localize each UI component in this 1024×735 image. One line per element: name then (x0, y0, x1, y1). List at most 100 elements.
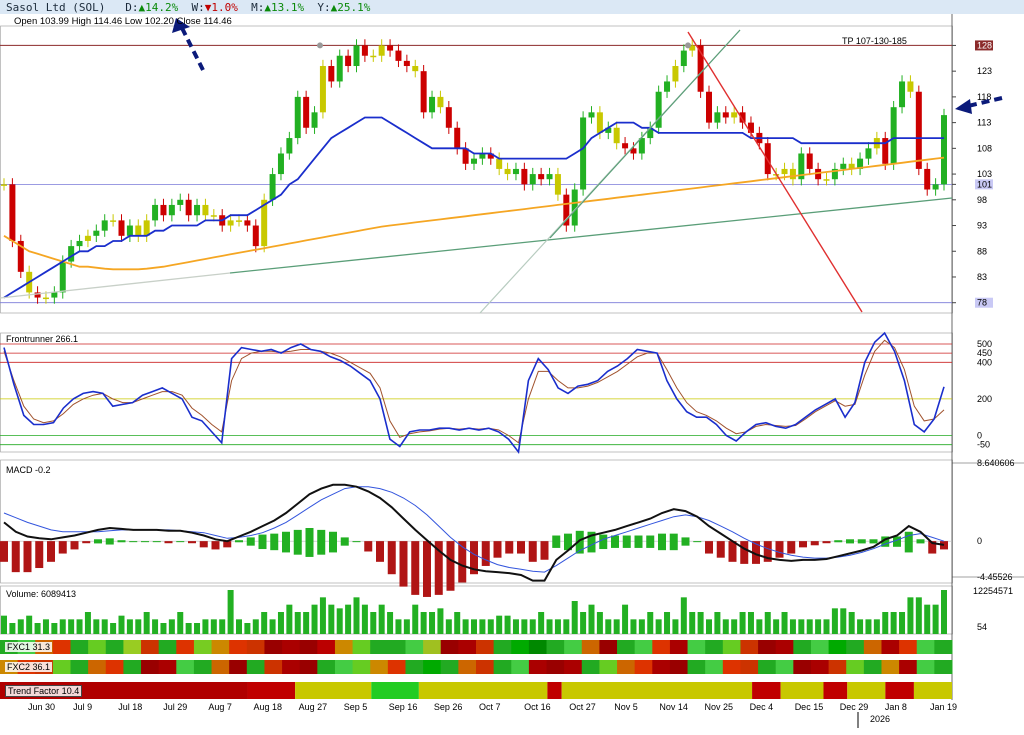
macd-histogram-bar (199, 541, 208, 548)
fxc2-cell (370, 660, 389, 674)
macd-histogram-bar (176, 541, 185, 543)
macd-histogram-bar (634, 535, 643, 548)
volume-bar (638, 619, 645, 634)
macd-histogram-bar (235, 540, 243, 543)
macd-histogram-bar (517, 541, 525, 554)
volume-bar (9, 623, 16, 634)
volume-bar (529, 619, 536, 634)
x-axis-label: Dec 4 (750, 702, 774, 712)
volume-bar (613, 619, 620, 634)
volume-bar (336, 608, 343, 634)
x-axis-label: Aug 27 (299, 702, 328, 712)
change-month: M:▲13.1% (251, 1, 304, 14)
candle-body (504, 168, 511, 175)
price-tick-label: 103 (977, 169, 992, 179)
x-axis-label: Dec 29 (840, 702, 869, 712)
price-tick-label: 113 (977, 118, 991, 128)
macd-histogram-bar (552, 535, 561, 548)
arrow-annotation-right (967, 96, 1003, 108)
title-bar: Sasol Ltd (SOL) D:▲14.2% W:▼1.0% M:▲13.1… (0, 0, 1024, 14)
volume-bar (756, 619, 763, 634)
x-axis-label: Nov 14 (659, 702, 688, 712)
volume-bar (739, 612, 746, 634)
fxc1-cell (652, 640, 671, 654)
fxc2-cell (511, 660, 530, 674)
fxc2-cell (211, 660, 230, 674)
fxc2-cell (722, 660, 741, 674)
fxc1-cell (317, 640, 336, 654)
macd-histogram-bar (763, 541, 772, 562)
volume-bar (101, 619, 108, 634)
fxc1-cell (846, 640, 865, 654)
volume-bar (110, 623, 117, 634)
fxc2-cell (246, 660, 265, 674)
fxc2-cell (634, 660, 653, 674)
ma-slow-line (3, 156, 945, 271)
macd-histogram-bar (693, 541, 702, 543)
x-axis-label: Jul 29 (163, 702, 187, 712)
macd-histogram-bar (423, 541, 431, 597)
fxc1-cell (246, 640, 265, 654)
candle-body (445, 107, 452, 128)
target-price-annotation: TP 107-130-185 (842, 36, 907, 46)
candle-body (462, 148, 469, 164)
fxc2-cell (740, 660, 759, 674)
volume-bar (261, 612, 268, 634)
volume-bar (429, 612, 436, 634)
volume-bar (731, 619, 738, 634)
volume-bar (210, 619, 217, 634)
fxc1-cell (352, 640, 371, 654)
fxc2-cell (52, 660, 72, 674)
volume-bar (815, 619, 822, 634)
fxc1-cell (687, 640, 706, 654)
volume-label: Volume: 6089413 (6, 589, 77, 599)
trend-factor-segment (295, 682, 372, 699)
volume-bar (227, 590, 234, 634)
candle-body (529, 174, 536, 185)
candle-body (68, 246, 75, 262)
fxc2-cell (334, 660, 354, 674)
trend-factor-segment (913, 682, 952, 699)
volume-bar (840, 608, 847, 634)
macd-histogram-bar (117, 540, 126, 543)
candle-body (336, 55, 343, 82)
volume-bar (647, 612, 654, 634)
fxc2-cell (669, 660, 689, 674)
volume-bar (471, 619, 477, 634)
volume-bar (907, 597, 914, 634)
volume-bar (462, 619, 469, 634)
macd-histogram-bar (916, 539, 925, 544)
volume-bar (664, 612, 671, 634)
fxc2-cell (846, 660, 865, 674)
volume-bar (890, 612, 897, 634)
symbol-title: Sasol Ltd (SOL) D:▲14.2% W:▼1.0% M:▲13.1… (6, 1, 370, 14)
volume-bar (622, 604, 629, 634)
fxc2-cell (105, 660, 124, 674)
candle-body (865, 148, 872, 159)
volume-bar (286, 604, 293, 634)
price-tick-label: 83 (977, 272, 987, 282)
symbol-name: Sasol Ltd (SOL) (6, 1, 106, 14)
candle-body (672, 66, 679, 82)
change-value: ▼1.0% (204, 1, 238, 14)
fxc2-cell (863, 660, 882, 674)
ma-fast-line (3, 116, 944, 299)
fxc1-cell (722, 640, 741, 654)
macd-histogram-bar (481, 541, 490, 566)
candle-body (907, 81, 914, 92)
macd-histogram-bar (152, 541, 161, 543)
panel-frame (0, 459, 953, 584)
candle-body (168, 204, 175, 216)
candle-body (412, 66, 419, 72)
volume-bar (412, 604, 419, 634)
macd-histogram-bar (799, 541, 807, 548)
fxc1-cell (546, 640, 565, 654)
candle-body (899, 81, 906, 108)
fxc1-cell (88, 640, 107, 654)
change-year: Y:▲25.1% (317, 1, 370, 14)
volume-bar (185, 623, 192, 634)
fxc1-cell (828, 640, 847, 654)
trendline-support-faint (0, 272, 231, 299)
volume-bar (873, 619, 880, 634)
volume-bar (51, 623, 58, 634)
